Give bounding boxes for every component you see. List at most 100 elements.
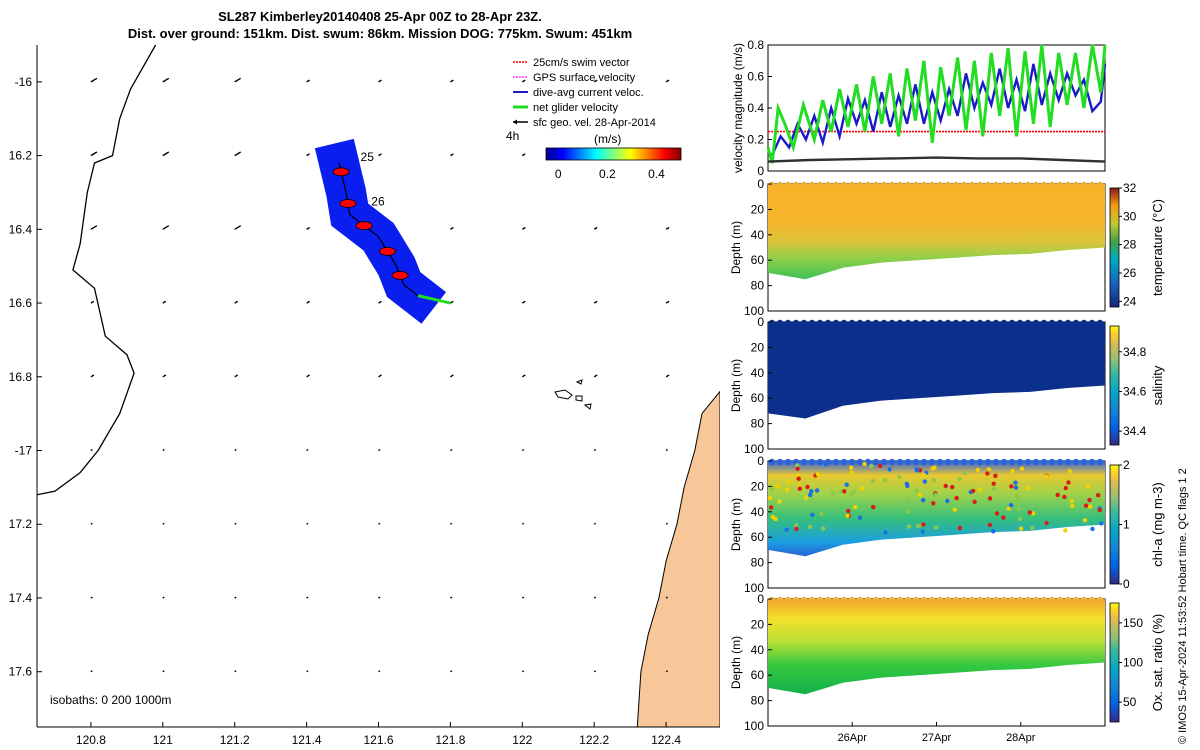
chla-surface-marker bbox=[992, 458, 1000, 466]
land-east bbox=[636, 390, 720, 727]
temperature-surface-marker bbox=[848, 181, 856, 189]
geo-vector bbox=[450, 300, 454, 304]
chla-surface-marker bbox=[856, 458, 864, 466]
chla-surface-marker bbox=[984, 458, 992, 466]
temperature-ytick-label: 80 bbox=[751, 279, 765, 293]
temperature-surface-marker bbox=[824, 181, 832, 189]
velocity-panel: 0 0.2 0.4 0.6 0.8 velocity magnitude (m/s) bbox=[731, 38, 1107, 178]
geo-vector bbox=[90, 522, 93, 525]
temperature-surface-marker bbox=[984, 181, 992, 189]
map-ytick-label: 16.4 bbox=[9, 222, 33, 236]
temperature-colorbar-tick-label: 28 bbox=[1123, 238, 1137, 252]
chla-surface-marker bbox=[1024, 458, 1032, 466]
chla-ytick-label: 20 bbox=[751, 479, 765, 493]
oxygen-surface-marker bbox=[928, 596, 936, 604]
chla-sample-point bbox=[859, 486, 865, 491]
salinity-surface-marker bbox=[1040, 319, 1048, 327]
salinity-data-field bbox=[768, 322, 1105, 419]
geo-vector bbox=[378, 596, 381, 599]
salinity-surface-marker bbox=[1000, 319, 1008, 327]
temperature-ytick-label: 40 bbox=[751, 228, 765, 242]
chla-ytick-label: 60 bbox=[751, 530, 765, 544]
chla-surface-marker bbox=[928, 458, 936, 466]
geo-vector bbox=[593, 670, 597, 673]
oxygen-surface-marker bbox=[1096, 596, 1104, 604]
swim-vector-patch bbox=[355, 221, 373, 231]
geo-vector bbox=[665, 448, 668, 452]
chla-surface-marker bbox=[944, 458, 952, 466]
geo-vector bbox=[593, 374, 598, 378]
chla-sample-point bbox=[930, 466, 935, 471]
salinity-surface-marker bbox=[888, 319, 896, 327]
oxygen-surface-marker bbox=[904, 596, 912, 604]
temperature-surface-marker bbox=[1016, 181, 1024, 189]
oxygen-ytick-label: 0 bbox=[757, 592, 764, 606]
temperature-surface-marker bbox=[904, 181, 912, 189]
salinity-colorbar bbox=[1109, 325, 1120, 446]
chla-sample-point bbox=[985, 471, 990, 476]
velocity-ytick-label: 0.6 bbox=[747, 70, 764, 84]
oxygen-surface-marker bbox=[1064, 596, 1072, 604]
temperature-surface-marker bbox=[936, 181, 944, 189]
chla-surface-marker bbox=[1056, 458, 1064, 466]
salinity-surface-marker bbox=[792, 319, 800, 327]
oxygen-colorbar-tick-label: 100 bbox=[1123, 656, 1143, 670]
temperature-surface-marker bbox=[920, 181, 928, 189]
day-label: 25 bbox=[361, 150, 375, 164]
geo-vector bbox=[450, 374, 454, 378]
salinity-surface-marker bbox=[880, 319, 888, 327]
chla-sample-point bbox=[952, 507, 957, 512]
chla-sample-point bbox=[877, 463, 883, 469]
oxygen-xtick-label: 27Apr bbox=[922, 732, 952, 744]
oxygen-surface-marker bbox=[952, 596, 960, 604]
chla-sample-point bbox=[1030, 525, 1035, 531]
chla-sample-point bbox=[830, 491, 836, 496]
chla-sample-point bbox=[795, 466, 800, 471]
chla-sample-point bbox=[1085, 484, 1091, 489]
figure-title: SL287 Kimberley20140408 25-Apr 00Z to 28… bbox=[0, 8, 760, 42]
temperature-colorbar-label: temperature (°C) bbox=[1150, 199, 1165, 296]
chla-sample-point bbox=[897, 474, 902, 480]
geo-vector bbox=[234, 300, 239, 304]
map-ytick-label: 17.2 bbox=[9, 517, 33, 531]
geo-vector bbox=[665, 300, 670, 304]
salinity-surface-marker bbox=[832, 319, 840, 327]
geo-vector bbox=[665, 226, 670, 230]
temperature-surface-marker bbox=[992, 181, 1000, 189]
oxygen-surface-marker bbox=[936, 596, 944, 604]
chla-sample-point bbox=[810, 512, 815, 518]
salinity-ytick-label: 60 bbox=[751, 391, 765, 405]
chla-sample-point bbox=[914, 488, 919, 493]
chla-sample-point bbox=[845, 513, 850, 518]
chla-sample-point bbox=[862, 461, 867, 467]
temperature-surface-marker bbox=[1008, 181, 1016, 189]
velocity-series-4 bbox=[767, 156, 1106, 163]
chla-surface-marker bbox=[816, 458, 824, 466]
chla-sample-point bbox=[869, 463, 874, 469]
temperature-surface-marker bbox=[880, 181, 888, 189]
geo-vector bbox=[450, 226, 454, 230]
legend-net-label: net glider velocity bbox=[533, 102, 618, 114]
velocity-lines bbox=[766, 44, 1107, 164]
temperature-surface-marker bbox=[816, 181, 824, 189]
chla-sample-point bbox=[1067, 469, 1073, 474]
salinity-surface-marker bbox=[864, 319, 872, 327]
chla-sample-point bbox=[1070, 503, 1075, 509]
temperature-colorbar-tick-label: 32 bbox=[1123, 181, 1137, 195]
map-plot-layer: 25 26 bbox=[37, 45, 720, 727]
chla-surface-marker bbox=[952, 458, 960, 466]
oxygen-data-field bbox=[768, 599, 1105, 695]
chla-sample-point bbox=[915, 523, 921, 528]
chla-surface-marker bbox=[808, 458, 816, 466]
geo-vector bbox=[162, 300, 167, 304]
oxygen-surface-marker bbox=[1008, 596, 1016, 604]
temperature-colorbar-tick-label: 30 bbox=[1123, 209, 1137, 223]
map-colorbar: (m/s) 0 0.2 0.4 bbox=[545, 132, 682, 181]
chla-surface-marker bbox=[936, 458, 944, 466]
temperature-panel: 0 20 40 60 80 100 Depth (m) 24 26 28 30 32 temperatu… bbox=[729, 177, 1165, 318]
chla-sample-point bbox=[820, 526, 826, 531]
isobath-note: isobaths: 0 200 1000m bbox=[50, 693, 171, 707]
chla-surface-marker bbox=[1080, 458, 1088, 466]
oxygen-surface-marker bbox=[968, 596, 976, 604]
salinity-surface-marker bbox=[1096, 319, 1104, 327]
